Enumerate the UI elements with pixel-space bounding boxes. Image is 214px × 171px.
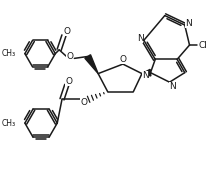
Text: O: O xyxy=(63,27,70,36)
Text: N: N xyxy=(169,82,176,91)
Text: Cl: Cl xyxy=(198,41,207,50)
Polygon shape xyxy=(142,69,151,76)
Polygon shape xyxy=(85,55,98,74)
Text: O: O xyxy=(66,52,73,61)
Text: CH₃: CH₃ xyxy=(1,119,15,128)
Text: N: N xyxy=(185,19,192,28)
Text: N: N xyxy=(137,34,143,43)
Text: O: O xyxy=(119,55,126,64)
Text: O: O xyxy=(80,98,87,107)
Text: CH₃: CH₃ xyxy=(1,49,15,58)
Text: N: N xyxy=(142,71,149,80)
Text: O: O xyxy=(65,77,72,86)
